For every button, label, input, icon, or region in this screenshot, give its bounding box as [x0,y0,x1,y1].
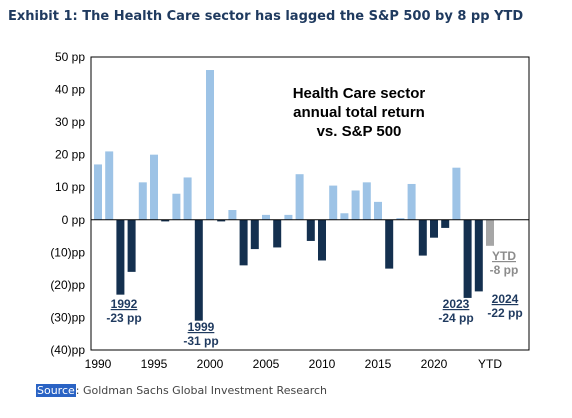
bar-2009 [306,219,315,241]
chart-title-line: vs. S&P 500 [317,123,402,140]
y-tick-label: (20)pp [50,278,85,292]
annotation-value-1992: -23 pp [106,311,141,325]
chart-title-line: annual total return [293,104,425,121]
annotation-year-1992: 1992 [111,297,138,311]
x-tick-label: 1990 [85,357,112,371]
bar-2015 [374,201,382,220]
x-tick-label: 2005 [253,357,280,371]
annotation-value-1999: -31 pp [183,334,218,348]
x-tick-label: 2010 [309,357,336,371]
bar-2019 [418,219,427,256]
bar-2004 [250,219,259,250]
bar-2002 [228,210,237,220]
annotations: 1992-23 pp 1999-31 pp 2023-24 pp 2024-22 pp… [106,249,522,348]
plot-border [90,56,530,351]
bar-1997 [172,193,181,220]
y-tick-label: (10)pp [50,245,85,259]
bar-2014 [362,182,371,220]
bar-1998 [183,177,192,220]
y-tick-label: 40 pp [55,83,85,97]
bar-2020 [430,219,438,238]
bar-2017 [396,218,405,220]
annotation-year-2023: 2023 [443,297,470,311]
x-tick-label: 2020 [421,357,448,371]
y-tick-label: 50 pp [55,50,85,64]
annotation-value-2025: -8 pp [490,263,519,277]
bar-2021 [441,219,450,228]
x-axis-ticks: 1990 1995 2000 2005 2010 2015 2020 YTD [85,357,503,371]
bar-1996 [161,219,170,222]
annotation-year-2024: 2024 [492,292,519,306]
annotation-value-2024: -22 pp [487,306,522,320]
bar-2011 [329,185,338,220]
x-tick-label: 2000 [197,357,224,371]
x-tick-label: 2015 [365,357,392,371]
annotation-value-2023: -24 pp [438,311,473,325]
bar-1994 [138,182,147,220]
bars [94,70,494,321]
bar-2003 [239,219,248,266]
y-tick-label: 0 pp [62,213,86,227]
exhibit-title: Exhibit 1: The Health Care sector has la… [8,9,524,24]
source-text: : Goldman Sachs Global Investment Resear… [75,384,328,397]
chart-title: Health Care sector annual total return vs.… [293,85,426,140]
y-tick-label: 10 pp [55,180,85,194]
y-tick-label: (30)pp [50,310,85,324]
bar-2005 [262,214,270,220]
x-tick-label: YTD [478,357,502,371]
bar-2000 [206,70,214,220]
bar-2010 [318,219,326,261]
bar-2024 [474,219,483,292]
bar-2006 [273,219,282,248]
bar-2018 [407,183,416,220]
bar-2008 [295,174,304,220]
x-tick-label: 1995 [141,357,168,371]
bar-2022 [452,167,461,220]
bar-1999 [194,219,203,321]
bar-2012 [340,213,349,220]
y-tick-label: (40)pp [50,343,85,357]
y-axis-ticks: 50 pp 40 pp 30 pp 20 pp 10 pp 0 pp (10)pp (20)p… [50,50,85,357]
bar-1995 [150,154,158,220]
source-footnote: Source: Goldman Sachs Global Investment … [36,384,327,397]
bar-2007 [284,214,293,220]
chart-title-line: Health Care sector [293,85,426,102]
bar-1993 [127,219,136,272]
bar-2016 [385,219,394,269]
bar-1991 [105,151,114,220]
y-tick-label: 30 pp [55,115,85,129]
bar-2013 [351,190,360,220]
y-tick-label: 20 pp [55,148,85,162]
bar-1990 [94,164,102,220]
bar-2001 [217,219,226,222]
source-label: Source [36,384,76,397]
bar-2023 [463,219,472,298]
annotation-year-2025: YTD [492,249,516,263]
bar-ytd [486,219,494,246]
bar-1992 [116,219,125,295]
annotation-year-1999: 1999 [188,320,215,334]
